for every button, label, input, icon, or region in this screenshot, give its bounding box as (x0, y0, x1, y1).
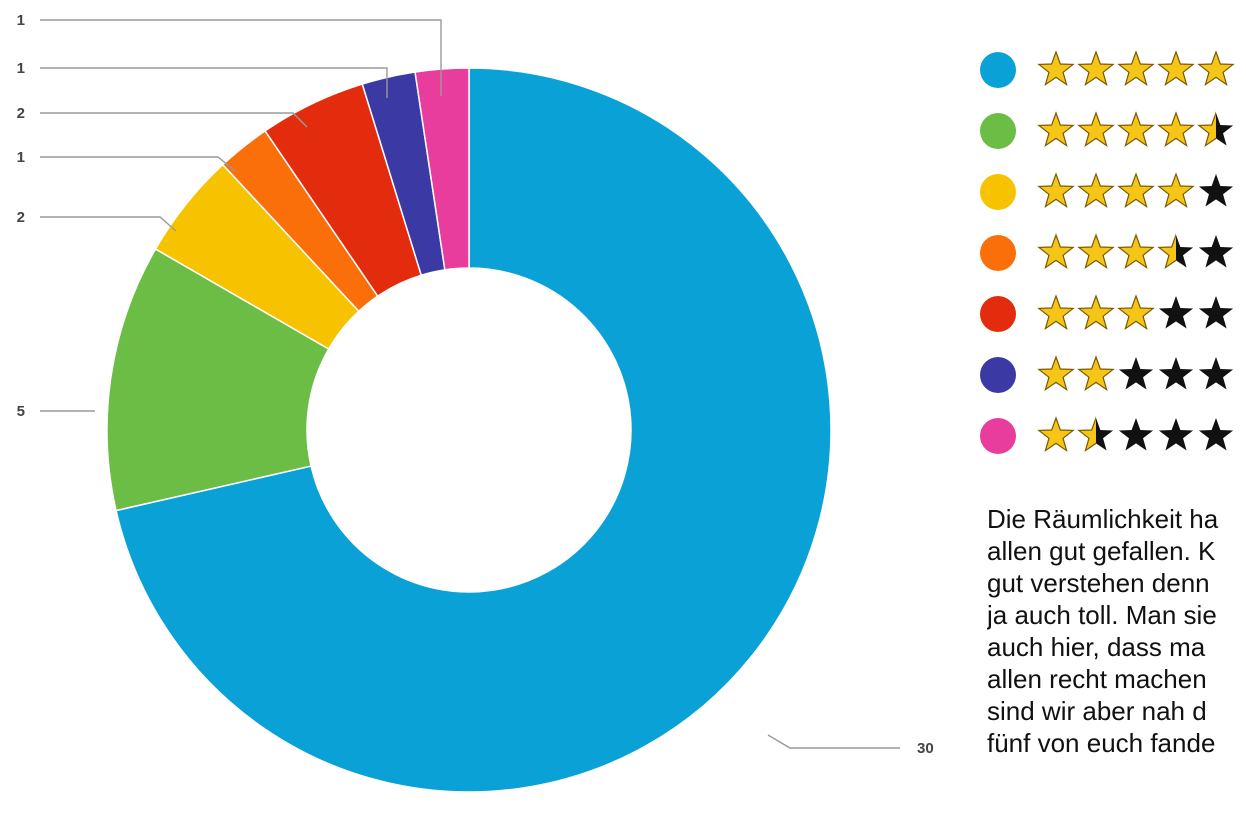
leader-line (767, 734, 900, 749)
star-filled-icon (1037, 355, 1075, 391)
star-filled-icon (1157, 111, 1195, 147)
star-filled-icon (1197, 50, 1235, 86)
star-half-icon (1077, 416, 1114, 452)
legend-swatch (980, 52, 1016, 88)
star-half-icon (1157, 233, 1194, 269)
star-filled-icon (1037, 416, 1075, 452)
star-empty-icon (1118, 418, 1154, 451)
comment-line: auch hier, dass ma (987, 632, 1206, 662)
star-filled-icon (1117, 111, 1155, 147)
donut-slice (115, 67, 832, 793)
legend (970, 40, 1246, 480)
star-empty-icon (1198, 235, 1234, 268)
star-rating (1036, 233, 1236, 273)
star-half-icon (1197, 111, 1234, 147)
star-filled-icon (1037, 294, 1075, 330)
legend-swatch (980, 113, 1016, 149)
star-filled-icon (1077, 355, 1115, 391)
star-empty-icon (1118, 357, 1154, 390)
comment-line: sind wir aber nah d (987, 696, 1207, 726)
star-empty-icon (1158, 357, 1194, 390)
legend-item (970, 345, 1236, 405)
comment-line: Die Räumlichkeit ha (987, 504, 1219, 534)
star-filled-icon (1117, 294, 1155, 330)
legend-item (970, 406, 1236, 466)
donut-slice (106, 247, 330, 512)
comment-line: gut verstehen denn (987, 568, 1210, 598)
star-empty-icon (1198, 418, 1234, 451)
leader-line (40, 216, 177, 232)
star-filled-icon (1037, 111, 1075, 147)
star-filled-icon (1077, 233, 1115, 269)
data-labels: 30 5 2 1 2 1 1 (17, 12, 934, 757)
star-rating (1036, 416, 1236, 456)
star-empty-icon (1158, 418, 1194, 451)
leader-lines (40, 19, 900, 749)
star-filled-icon (1077, 172, 1115, 208)
star-filled-icon (1117, 172, 1155, 208)
legend-swatch (980, 235, 1016, 271)
data-label: 1 (17, 60, 25, 77)
star-filled-icon (1157, 50, 1195, 86)
star-filled-icon (1117, 50, 1155, 86)
leader-line (40, 156, 236, 172)
legend-swatch (980, 296, 1016, 332)
star-filled-icon (1037, 50, 1075, 86)
star-filled-icon (1037, 172, 1075, 208)
star-filled-icon (1157, 172, 1195, 208)
donut-slices (106, 67, 832, 793)
data-label: 2 (17, 209, 25, 226)
star-filled-icon (1077, 50, 1115, 86)
donut-chart: 30 5 2 1 2 1 1 (17, 12, 934, 793)
legend-item (970, 101, 1236, 161)
comment-line: fünf von euch fande (987, 728, 1216, 758)
legend-item (970, 40, 1236, 100)
legend-swatch (980, 174, 1016, 210)
comment-line: allen gut gefallen. K (987, 536, 1216, 566)
star-empty-icon (1198, 357, 1234, 390)
star-rating (1036, 294, 1236, 334)
star-rating (1036, 355, 1236, 395)
leader-line (40, 67, 388, 98)
data-label: 30 (917, 740, 934, 757)
legend-item (970, 162, 1236, 222)
legend-swatch (980, 357, 1016, 393)
data-label: 1 (17, 149, 25, 166)
star-filled-icon (1037, 233, 1075, 269)
legend-swatch (980, 418, 1016, 454)
star-filled-icon (1077, 111, 1115, 147)
comment-text: Die Räumlichkeit ha allen gut gefallen. … (987, 503, 1246, 828)
legend-item (970, 284, 1236, 344)
star-rating (1036, 172, 1236, 212)
star-rating (1036, 111, 1236, 151)
star-rating (1036, 50, 1236, 90)
data-label: 5 (17, 403, 25, 420)
star-filled-icon (1077, 294, 1115, 330)
star-empty-icon (1158, 296, 1194, 329)
donut-slice (414, 67, 470, 271)
leader-line (40, 112, 308, 128)
data-label: 1 (17, 12, 25, 29)
legend-item (970, 223, 1236, 283)
star-empty-icon (1198, 296, 1234, 329)
comment-line: ja auch toll. Man sie (987, 600, 1217, 630)
comment-line: allen recht machen (987, 664, 1207, 694)
star-filled-icon (1117, 233, 1155, 269)
data-label: 2 (17, 105, 25, 122)
star-empty-icon (1198, 174, 1234, 207)
leader-line (40, 19, 442, 96)
